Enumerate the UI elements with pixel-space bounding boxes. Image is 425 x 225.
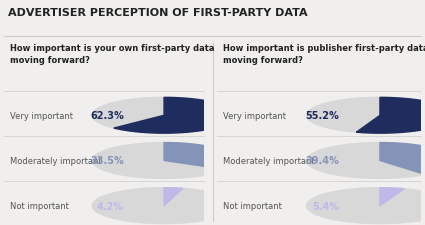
Text: 55.2%: 55.2%: [306, 111, 339, 121]
Text: 5.4%: 5.4%: [312, 201, 339, 211]
Polygon shape: [92, 188, 236, 224]
Text: 39.4%: 39.4%: [306, 156, 339, 166]
Polygon shape: [380, 143, 425, 175]
Text: Very important: Very important: [10, 111, 73, 120]
Text: 62.3%: 62.3%: [91, 111, 124, 121]
Polygon shape: [92, 143, 236, 179]
Polygon shape: [164, 143, 236, 170]
Polygon shape: [114, 98, 236, 134]
Polygon shape: [164, 188, 183, 206]
Polygon shape: [306, 188, 425, 224]
Polygon shape: [380, 188, 405, 206]
Text: Very important: Very important: [223, 111, 286, 120]
Text: 33.5%: 33.5%: [91, 156, 124, 166]
Polygon shape: [92, 98, 236, 134]
Text: 4.2%: 4.2%: [97, 201, 124, 211]
Text: Moderately important: Moderately important: [223, 156, 314, 165]
Text: How important is publisher first-party data
moving forward?: How important is publisher first-party d…: [223, 44, 425, 65]
Text: Not important: Not important: [223, 201, 282, 210]
Polygon shape: [306, 143, 425, 179]
Polygon shape: [306, 98, 425, 134]
Text: Moderately important: Moderately important: [10, 156, 102, 165]
Text: ADVERTISER PERCEPTION OF FIRST-PARTY DATA: ADVERTISER PERCEPTION OF FIRST-PARTY DAT…: [8, 8, 308, 18]
Text: How important is your own first-party data
moving forward?: How important is your own first-party da…: [10, 44, 215, 65]
Polygon shape: [357, 98, 425, 134]
Text: Not important: Not important: [10, 201, 69, 210]
